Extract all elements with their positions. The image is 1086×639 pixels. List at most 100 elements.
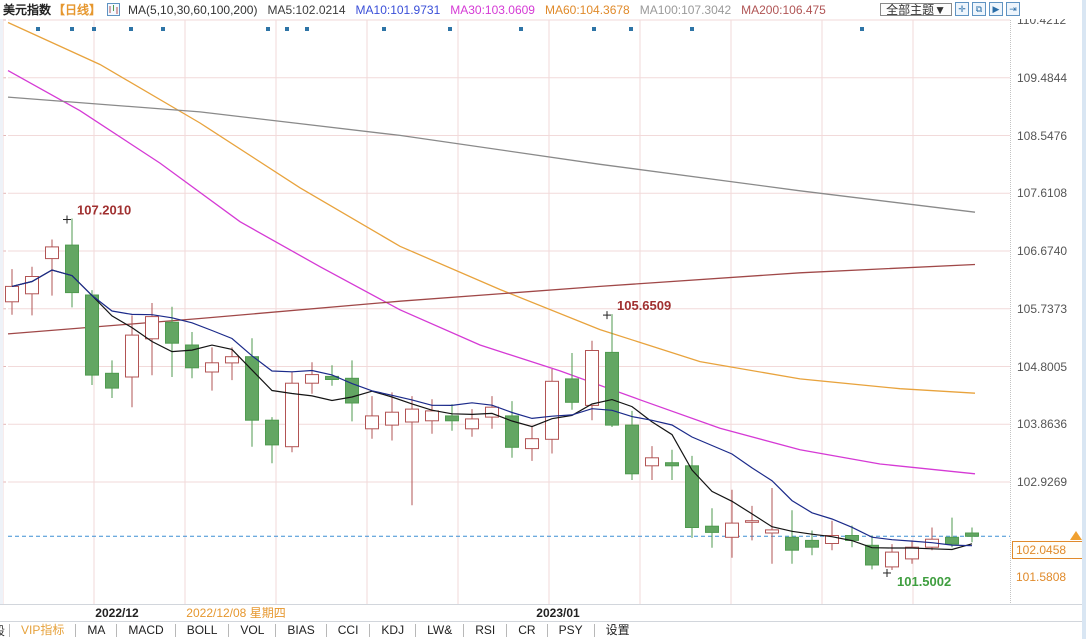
indicator-tab-psy[interactable]: PSY bbox=[546, 624, 594, 637]
candle bbox=[545, 369, 559, 454]
candle bbox=[345, 360, 359, 422]
candle bbox=[405, 396, 419, 506]
indicator-tab-cci[interactable]: CCI bbox=[325, 624, 370, 637]
period-label: 【日线】 bbox=[53, 3, 102, 17]
ma-value-label: MA30:103.0609 bbox=[450, 2, 535, 17]
price-tick-label: 109.4844 bbox=[1017, 70, 1068, 85]
candle bbox=[305, 362, 319, 394]
event-marker-icon[interactable] bbox=[161, 27, 165, 31]
candle bbox=[185, 332, 199, 379]
clipped-tab[interactable]: 段 bbox=[0, 622, 9, 639]
next-chart-icon[interactable]: ▶ bbox=[989, 2, 1003, 16]
event-marker-icon[interactable] bbox=[305, 27, 309, 31]
ma-line-ma10 bbox=[11, 269, 973, 547]
candle bbox=[65, 218, 79, 308]
low-price-label: 101.5808 bbox=[1016, 570, 1067, 584]
price-up-arrow-icon bbox=[1070, 531, 1082, 540]
ma-line-ma200 bbox=[7, 263, 976, 335]
event-marker-icon[interactable] bbox=[860, 27, 864, 31]
right-frame-strip bbox=[1082, 0, 1086, 639]
event-marker-icon[interactable] bbox=[285, 27, 289, 31]
ma-value-label: MA200:106.475 bbox=[741, 2, 826, 17]
indicator-tab-cr[interactable]: CR bbox=[506, 624, 546, 637]
restore-window-icon[interactable]: ⧉ bbox=[972, 2, 986, 16]
theme-dropdown[interactable]: 全部主题▼ bbox=[880, 2, 952, 16]
date-label: 2023/01 bbox=[536, 606, 580, 620]
header-tools: 全部主题▼ ✛ ⧉ ▶ ⇥ bbox=[880, 2, 1020, 16]
extreme-marker-icon bbox=[883, 568, 891, 577]
candle bbox=[285, 372, 299, 453]
event-marker-icon[interactable] bbox=[92, 27, 96, 31]
candle bbox=[465, 409, 479, 437]
candle bbox=[205, 347, 219, 391]
date-axis: 2022/12 2022/12/08 星期四 2023/01 bbox=[0, 604, 1086, 622]
event-marker-icon[interactable] bbox=[448, 27, 452, 31]
exit-right-icon[interactable]: ⇥ bbox=[1006, 2, 1020, 16]
candle bbox=[605, 314, 619, 427]
event-marker-icon[interactable] bbox=[36, 27, 40, 31]
event-marker-icon[interactable] bbox=[382, 27, 386, 31]
event-marker-icon[interactable] bbox=[690, 27, 694, 31]
event-marker-icon[interactable] bbox=[266, 27, 270, 31]
candle bbox=[905, 540, 919, 564]
indicator-tab-bias[interactable]: BIAS bbox=[275, 624, 325, 637]
ma-value-label: MA100:107.3042 bbox=[639, 2, 732, 17]
candle bbox=[505, 401, 519, 458]
candle bbox=[625, 410, 639, 480]
candle bbox=[565, 353, 579, 410]
ma-line-ma5 bbox=[11, 269, 973, 551]
indicator-tab-设置[interactable]: 设置 bbox=[593, 624, 641, 637]
price-tick-label: 108.5476 bbox=[1017, 128, 1068, 143]
extreme-marker-icon bbox=[63, 215, 71, 224]
indicator-tab-lw&[interactable]: LW& bbox=[415, 624, 463, 637]
kline-chart-icon bbox=[107, 3, 121, 16]
ma-line-ma60 bbox=[7, 21, 976, 394]
tool-icon-group: ✛ ⧉ ▶ ⇥ bbox=[952, 2, 1020, 16]
event-marker-icon[interactable] bbox=[70, 27, 74, 31]
ma-line-ma100 bbox=[7, 96, 976, 213]
indicator-toolbar: 段 VIP指标MAMACDBOLLVOLBIASCCIKDJLW&RSICRPS… bbox=[0, 622, 1086, 639]
candle bbox=[665, 449, 679, 480]
price-axis: 102.0458 101.5808 110.4212 109.4844 108.54… bbox=[1010, 13, 1083, 605]
candle bbox=[25, 266, 39, 316]
ma-group-label: MA(5,10,30,60,100,200) bbox=[128, 2, 258, 17]
candle bbox=[445, 404, 459, 431]
candle bbox=[245, 338, 259, 447]
indicator-tab-boll[interactable]: BOLL bbox=[174, 624, 229, 637]
candle bbox=[945, 517, 959, 548]
indicator-tab-vol[interactable]: VOL bbox=[228, 624, 275, 637]
indicator-tab-rsi[interactable]: RSI bbox=[463, 624, 506, 637]
indicator-tab-ma[interactable]: MA bbox=[75, 624, 116, 637]
candle bbox=[225, 347, 239, 381]
indicator-tab-vip指标[interactable]: VIP指标 bbox=[9, 624, 75, 637]
price-annotation: 105.6509 bbox=[617, 298, 671, 313]
event-marker-icon[interactable] bbox=[519, 27, 523, 31]
candle bbox=[385, 392, 399, 441]
indicator-tab-kdj[interactable]: KDJ bbox=[369, 624, 415, 637]
candle bbox=[525, 425, 539, 461]
price-tick-label: 107.6108 bbox=[1017, 186, 1068, 201]
event-marker-icon[interactable] bbox=[629, 27, 633, 31]
candle bbox=[265, 417, 279, 464]
candle bbox=[765, 488, 779, 564]
candle bbox=[745, 505, 759, 541]
price-tick-label: 102.9269 bbox=[1017, 475, 1068, 490]
price-annotation: 101.5002 bbox=[897, 574, 951, 589]
ma-values: MA5:102.0214 MA10:101.9731 MA30:103.0609 MA… bbox=[257, 3, 825, 17]
current-price-badge: 102.0458 bbox=[1012, 541, 1083, 559]
candle bbox=[5, 269, 19, 315]
price-tick-label: 105.7373 bbox=[1017, 301, 1068, 316]
header-bar: 美元指数 【日线】 MA(5,10,30,60,100,200) MA5:102… bbox=[0, 0, 1086, 19]
event-marker-icon[interactable] bbox=[592, 27, 596, 31]
candle bbox=[825, 520, 839, 551]
candle bbox=[365, 396, 379, 439]
date-label: 2022/12 bbox=[95, 606, 139, 620]
candle bbox=[85, 290, 99, 385]
crosshair-icon[interactable]: ✛ bbox=[955, 2, 969, 16]
price-annotation: 107.2010 bbox=[77, 203, 131, 218]
event-marker-icon[interactable] bbox=[129, 27, 133, 31]
indicator-tab-macd[interactable]: MACD bbox=[116, 624, 174, 637]
candle bbox=[105, 360, 119, 398]
candle bbox=[685, 455, 699, 538]
